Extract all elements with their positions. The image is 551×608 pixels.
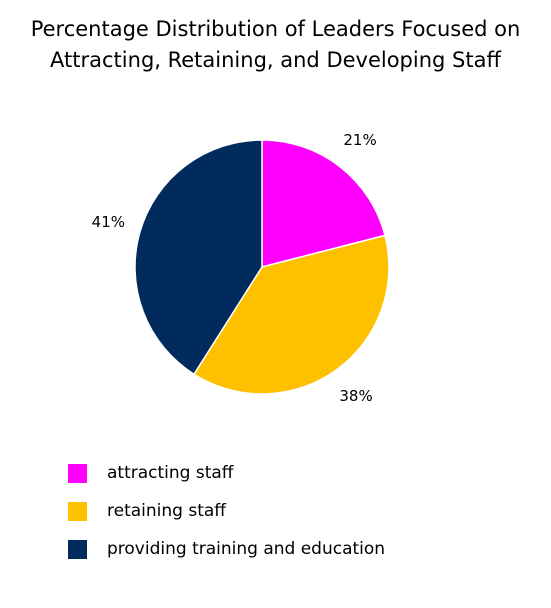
legend-label-providing-training: providing training and education [107, 539, 386, 559]
legend-item-retaining-staff: retaining staff [68, 500, 385, 522]
data-label-providing-training-and-education: 41% [92, 213, 125, 231]
pie-slice-providing-training-and-education [134, 139, 263, 376]
legend-item-providing-training: providing training and education [68, 538, 385, 560]
legend-swatch-attracting-staff [68, 463, 87, 483]
legend-label-retaining-staff: retaining staff [107, 501, 226, 521]
pie-labels: 21% 38% 41% [92, 131, 377, 405]
legend-label-attracting-staff: attracting staff [107, 463, 234, 483]
data-label-attracting-staff: 21% [343, 131, 376, 149]
pie-slice-attracting-staff [261, 139, 386, 268]
chart-title-line-2: Attracting, Retaining, and Developing St… [50, 48, 501, 72]
pie-slices [134, 139, 390, 395]
legend: attracting staff retaining staff providi… [68, 462, 385, 576]
legend-swatch-providing-training [68, 539, 87, 559]
chart-title-line-1: Percentage Distribution of Leaders Focus… [30, 17, 521, 41]
data-label-retaining-staff: 38% [339, 387, 372, 405]
legend-item-attracting-staff: attracting staff [68, 462, 385, 484]
pie-slice-retaining-staff [192, 234, 390, 395]
chart-title: Percentage Distribution of Leaders Focus… [0, 14, 551, 76]
legend-swatch-retaining-staff [68, 501, 87, 521]
